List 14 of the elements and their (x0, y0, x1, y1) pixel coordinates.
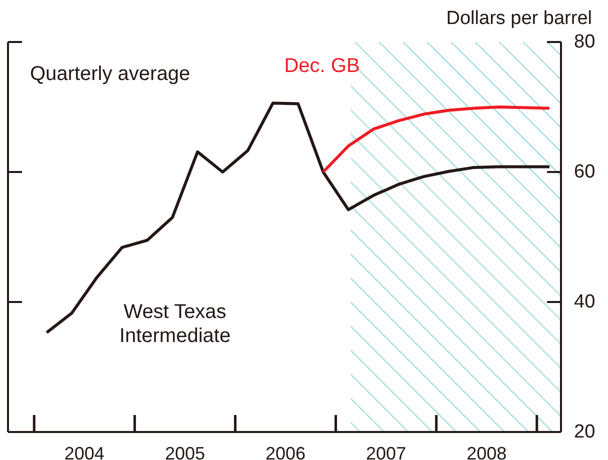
annotation: Quarterly average (30, 63, 190, 85)
y-tick-label: 80 (574, 32, 596, 52)
x-tick-label: 2007 (366, 444, 406, 460)
text: Dec. GB (284, 55, 360, 77)
series-label: West Texas Intermediate (119, 301, 231, 347)
y-tick-label: 40 (574, 292, 596, 312)
line-series (322, 106, 551, 174)
x-tick-label: 2008 (466, 444, 507, 460)
y-tick-label: 60 (574, 162, 596, 182)
y-tick-label: 20 (574, 422, 596, 442)
y-axis-title: Dollars per barrel (446, 8, 592, 29)
x-tick-label: 2004 (64, 444, 104, 460)
x-tick-label: 2006 (265, 444, 306, 460)
x-tick-label: 2005 (164, 444, 205, 460)
